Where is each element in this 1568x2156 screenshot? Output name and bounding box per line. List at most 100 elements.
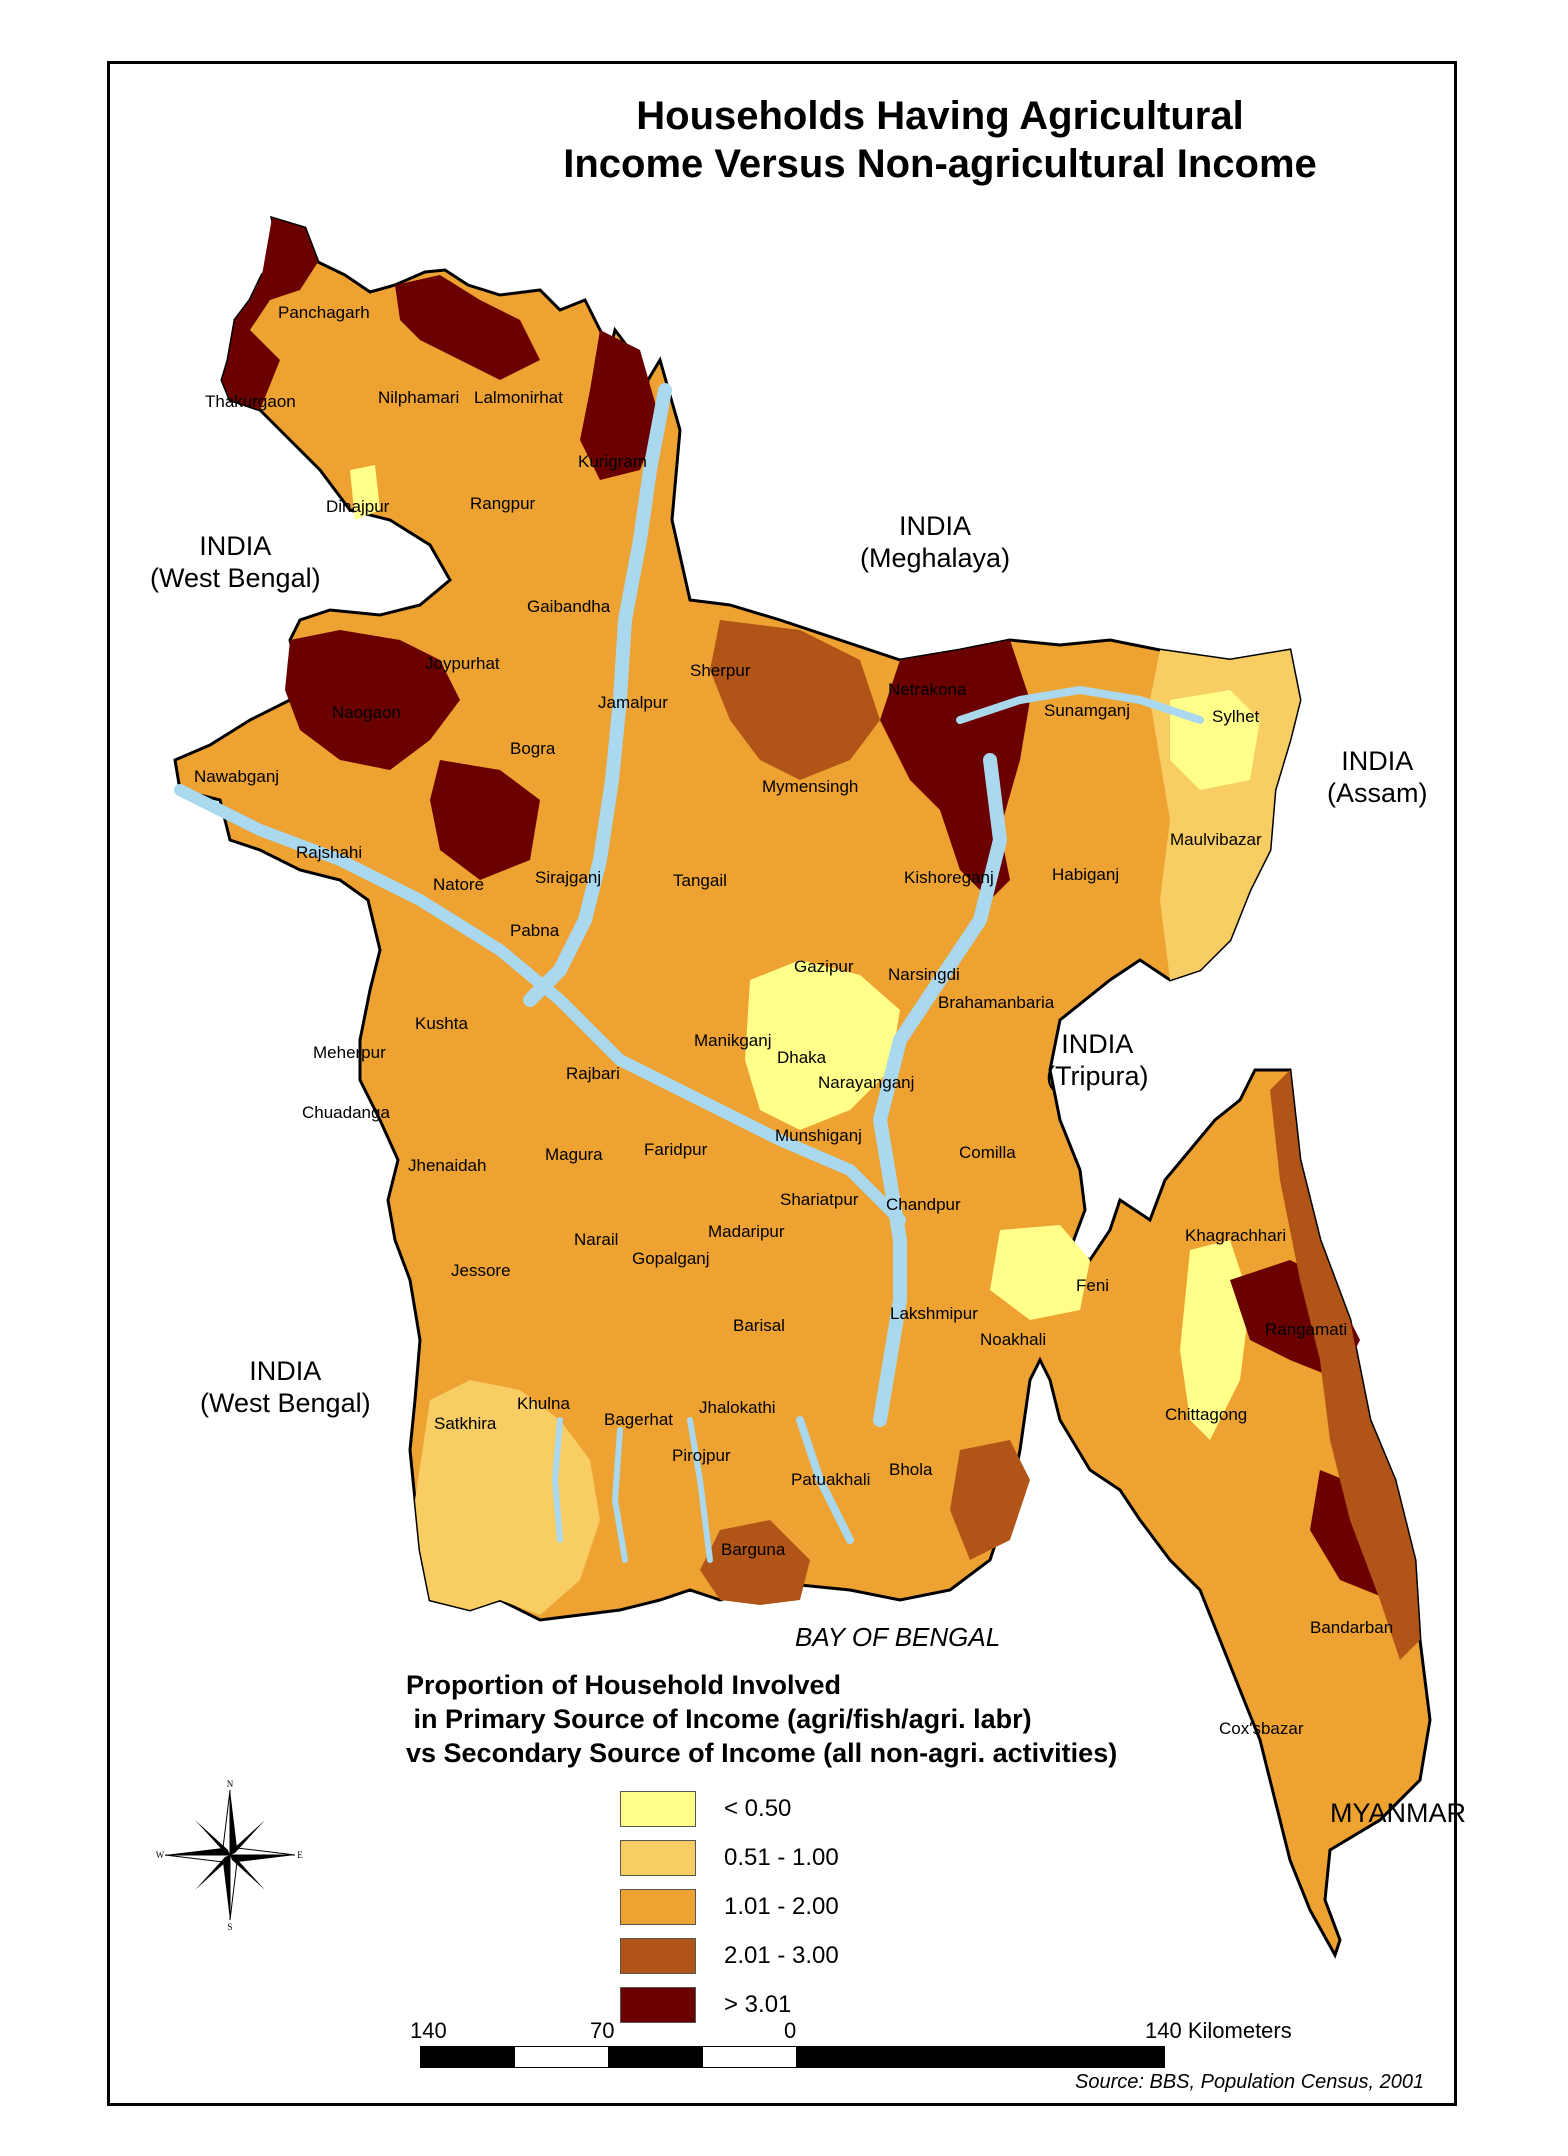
jamuna-river bbox=[523, 383, 672, 1007]
north-dark-kurigram bbox=[580, 330, 660, 480]
compass-n: N bbox=[227, 1780, 234, 1789]
district-label: Satkhira bbox=[434, 1414, 497, 1433]
district-label: Jhenaidah bbox=[408, 1156, 487, 1175]
district-label: Gazipur bbox=[794, 957, 854, 976]
district-label: Joypurhat bbox=[425, 654, 500, 673]
district-label: Nawabganj bbox=[194, 767, 280, 786]
india-meghalaya-name: INDIA bbox=[899, 511, 972, 541]
district-label: Kishoreganj bbox=[904, 868, 994, 887]
district-label: Barisal bbox=[733, 1316, 785, 1335]
compass-w: W bbox=[156, 1850, 165, 1860]
district-label: Lakshmipur bbox=[890, 1304, 978, 1323]
district-label: Bandarban bbox=[1310, 1618, 1394, 1637]
central-brown bbox=[710, 620, 880, 780]
district-label: Magura bbox=[545, 1145, 603, 1164]
scale-label-0: 0 bbox=[784, 2018, 797, 2043]
district-label: Lalmonirhat bbox=[474, 388, 563, 407]
north-dark-nilphamari bbox=[395, 275, 540, 380]
legend-label: < 0.50 bbox=[724, 1795, 792, 1822]
district-label: Pirojpur bbox=[672, 1446, 731, 1465]
east-hill-brown bbox=[1270, 1070, 1420, 1660]
title-line-2: Income Versus Non-agricultural Income bbox=[563, 142, 1317, 186]
india-wb-north-name: INDIA bbox=[199, 531, 272, 561]
district-label: Manikganj bbox=[694, 1031, 772, 1050]
district-label: Comilla bbox=[959, 1143, 1016, 1162]
district-label: Rangamati bbox=[1265, 1320, 1348, 1339]
district-label: Shariatpur bbox=[780, 1190, 859, 1209]
district-label: Sirajganj bbox=[535, 868, 602, 887]
delta-channel-2 bbox=[612, 1427, 628, 1563]
scale-label-70: 70 bbox=[590, 2018, 615, 2043]
india-tripura-label: INDIA (Tripura) bbox=[1046, 1028, 1149, 1092]
scale-bar bbox=[420, 2046, 1165, 2068]
rivers bbox=[174, 383, 1204, 1563]
padma-river bbox=[174, 784, 906, 1226]
north-dark-panchagarh bbox=[222, 218, 318, 410]
legend-label: 2.01 - 3.00 bbox=[724, 1942, 839, 1969]
meghna-river bbox=[873, 753, 1007, 1427]
legend-title: Proportion of Household Involved in Prim… bbox=[406, 1670, 1118, 1768]
myanmar-label: MYANMAR bbox=[1330, 1798, 1467, 1828]
india-west-bengal-north-label: INDIA (West Bengal) bbox=[150, 530, 321, 594]
title-line-1: Households Having Agricultural bbox=[636, 94, 1244, 138]
district-label: Bagerhat bbox=[604, 1410, 673, 1429]
legend-item: > 3.01 bbox=[620, 1986, 791, 2024]
dinajpur-light-area bbox=[350, 465, 380, 520]
bhola-brown bbox=[950, 1440, 1030, 1560]
district-label: Madaripur bbox=[708, 1222, 785, 1241]
district-label: Meherpur bbox=[313, 1043, 386, 1062]
patuakhali-brown bbox=[700, 1520, 810, 1605]
legend-swatch bbox=[620, 1791, 696, 1827]
compass-rose-icon: N S E W bbox=[156, 1780, 304, 1930]
naogaon-dark bbox=[285, 630, 460, 770]
district-label: Jamalpur bbox=[598, 693, 668, 712]
district-label: Rajshahi bbox=[296, 843, 363, 862]
india-tripura-state: (Tripura) bbox=[1046, 1061, 1149, 1091]
india-west-bengal-south-label: INDIA (West Bengal) bbox=[200, 1355, 371, 1419]
compass-e: E bbox=[297, 1850, 303, 1860]
district-label: Mymensingh bbox=[762, 777, 859, 796]
dhaka-light-area bbox=[745, 960, 900, 1130]
district-label: Kurigram bbox=[578, 452, 647, 471]
map-frame bbox=[107, 61, 1457, 2106]
india-assam-label: INDIA (Assam) bbox=[1327, 745, 1428, 809]
district-label: Jhalokathi bbox=[699, 1398, 776, 1417]
legend-item: 0.51 - 1.00 bbox=[620, 1839, 839, 1877]
district-label: Feni bbox=[1076, 1276, 1110, 1295]
district-label: Natore bbox=[433, 875, 485, 894]
district-label: Noakhali bbox=[980, 1330, 1047, 1349]
district-label: Sylhet bbox=[1212, 707, 1260, 726]
district-label: Patuakhali bbox=[791, 1470, 871, 1489]
delta-channel-4 bbox=[796, 1416, 854, 1544]
district-label: Dhaka bbox=[777, 1048, 827, 1067]
district-label: Narsingdi bbox=[888, 965, 960, 984]
district-label: Dinajpur bbox=[326, 497, 390, 516]
district-label: Narail bbox=[574, 1230, 619, 1249]
india-assam-name: INDIA bbox=[1341, 746, 1414, 776]
legend-swatch bbox=[620, 1938, 696, 1974]
sw-sundarbans-area bbox=[415, 1380, 600, 1615]
district-label: Munshiganj bbox=[775, 1126, 862, 1145]
india-wb-north-state: (West Bengal) bbox=[150, 563, 321, 593]
bay-of-bengal-label: BAY OF BENGAL bbox=[795, 1622, 1001, 1652]
district-label: Sunamganj bbox=[1044, 701, 1131, 720]
legend-swatch bbox=[620, 1840, 696, 1876]
district-label: Cox'sbazar bbox=[1219, 1719, 1304, 1738]
natore-dark bbox=[430, 760, 540, 880]
district-label: Habiganj bbox=[1052, 865, 1120, 884]
feni-light-area bbox=[990, 1225, 1090, 1320]
district-label: Khagrachhari bbox=[1185, 1226, 1287, 1245]
district-label: Rangpur bbox=[470, 494, 536, 513]
legend-swatch bbox=[620, 1889, 696, 1925]
district-label: Bogra bbox=[510, 739, 556, 758]
district-label: Jessore bbox=[451, 1261, 511, 1280]
district-label: Chandpur bbox=[886, 1195, 961, 1214]
district-label: Chittagong bbox=[1165, 1405, 1248, 1424]
district-label: Brahamanbaria bbox=[938, 993, 1055, 1012]
district-label: Pabna bbox=[510, 921, 560, 940]
india-wb-south-name: INDIA bbox=[249, 1356, 322, 1386]
district-label: Thakurgaon bbox=[205, 392, 296, 411]
india-meghalaya-label: INDIA (Meghalaya) bbox=[860, 510, 1010, 574]
india-wb-south-state: (West Bengal) bbox=[200, 1388, 371, 1418]
